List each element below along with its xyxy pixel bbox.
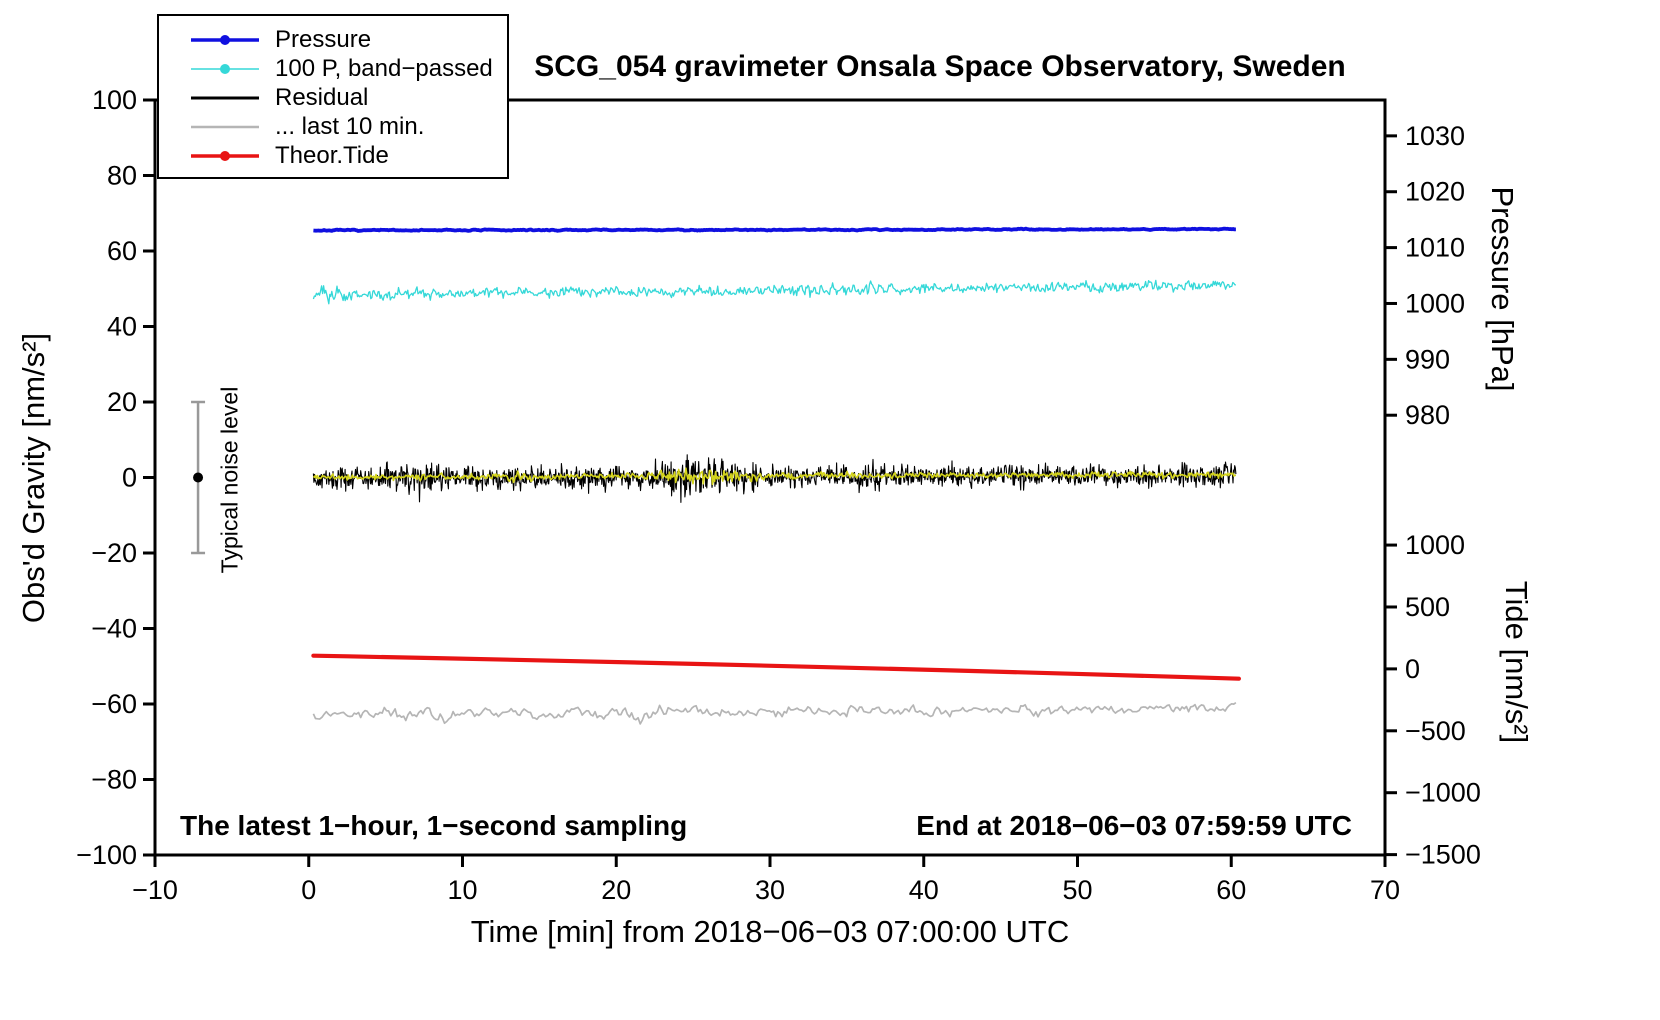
legend-marker-residual [191, 96, 259, 99]
tide-tick-label: 0 [1405, 654, 1420, 684]
pressure-tick-label: 1020 [1405, 177, 1465, 207]
legend-label: Pressure [275, 25, 372, 53]
y-left-tick-label: −60 [91, 689, 137, 719]
y-left-tick-label: −100 [76, 840, 137, 870]
pressure-tick-label: 990 [1405, 344, 1450, 374]
pressure-tick-label: 1000 [1405, 288, 1465, 318]
x-tick-label: 50 [1062, 875, 1092, 905]
pressure-tick-label: 980 [1405, 400, 1450, 430]
legend-marker-last-10-min [191, 125, 259, 128]
legend-marker-100-p-band-passed [191, 63, 259, 74]
series-theor-tide [311, 653, 1241, 681]
legend-dot [220, 150, 230, 161]
sampling-annotation: The latest 1−hour, 1−second sampling [180, 810, 688, 841]
tide-tick-label: −1500 [1405, 840, 1481, 870]
y-left-tick-label: 40 [107, 312, 137, 342]
y-left-tick-label: 0 [122, 463, 137, 493]
x-tick-label: 0 [301, 875, 316, 905]
y-left-tick-label: 80 [107, 161, 137, 191]
legend-dot [220, 34, 230, 45]
chart-title: SCG_054 gravimeter Onsala Space Observat… [534, 50, 1346, 83]
x-axis-ticks: −10 0 10 20 30 40 50 60 70 [132, 855, 1400, 905]
pressure-tick-label: 1030 [1405, 121, 1465, 151]
x-tick-label: 70 [1370, 875, 1400, 905]
series-lines [311, 226, 1241, 725]
legend-label: Theor.Tide [275, 141, 389, 169]
series-100-p-band-passed [312, 279, 1237, 305]
series-residual-low-pass-yellow-overlay [312, 467, 1237, 486]
x-tick-label: 40 [909, 875, 939, 905]
y-axis-label-tide: Tide [nm/s²] [1499, 580, 1534, 744]
y-left-tick-label: 100 [92, 85, 137, 115]
x-tick-label: −10 [132, 875, 178, 905]
y-axis-label-gravity: Obs'd Gravity [nm/s²] [16, 332, 51, 624]
tide-tick-label: 1000 [1405, 530, 1465, 560]
y-axis-label-pressure: Pressure [hPa] [1485, 186, 1520, 392]
legend-marker-theor-tide [191, 150, 259, 161]
y-left-tick-label: −80 [91, 765, 137, 795]
y-left-axis-ticks: −100 −80 −60 −40 −20 0 20 40 60 80 100 [76, 85, 155, 870]
end-time-annotation: End at 2018−06−03 07:59:59 UTC [916, 810, 1352, 841]
legend-item-residual: Residual [159, 83, 507, 112]
legend-item-pressure: Pressure [159, 25, 507, 54]
legend-marker-pressure [191, 34, 259, 45]
legend-dot [220, 63, 230, 74]
pressure-tick-label: 1010 [1405, 233, 1465, 263]
x-tick-label: 20 [601, 875, 631, 905]
y-left-tick-label: −20 [91, 538, 137, 568]
tide-axis-ticks: 1000 500 0 −500 −1000 −1500 [1385, 530, 1481, 870]
tide-tick-label: 500 [1405, 592, 1450, 622]
y-left-tick-label: 60 [107, 236, 137, 266]
legend-item-theor-tide: Theor.Tide [159, 141, 507, 170]
x-axis-label: Time [min] from 2018−06−03 07:00:00 UTC [470, 914, 1070, 949]
legend-box: Pressure 100 P, band−passed Residual... la… [157, 14, 509, 179]
legend-item-100-p-band-passed: 100 P, band−passed [159, 54, 507, 83]
tide-tick-label: −500 [1405, 716, 1466, 746]
noise-level-bar [191, 400, 206, 555]
noise-bar-dot [193, 472, 204, 483]
x-tick-label: 30 [755, 875, 785, 905]
legend-label: Residual [275, 83, 369, 111]
x-tick-label: 60 [1216, 875, 1246, 905]
legend-label: 100 P, band−passed [275, 54, 493, 82]
y-left-tick-label: 20 [107, 387, 137, 417]
series-pressure [312, 226, 1237, 233]
legend-item-last-10-min: ... last 10 min. [159, 112, 507, 141]
x-tick-label: 10 [447, 875, 477, 905]
legend-label: ... last 10 min. [275, 112, 425, 140]
pressure-axis-ticks: 1030 1020 1010 1000 990 980 [1385, 121, 1465, 430]
noise-bar-label: Typical noise level [216, 386, 243, 574]
tide-tick-label: −1000 [1405, 778, 1481, 808]
series-last-10-min [312, 701, 1237, 725]
y-left-tick-label: −40 [91, 614, 137, 644]
